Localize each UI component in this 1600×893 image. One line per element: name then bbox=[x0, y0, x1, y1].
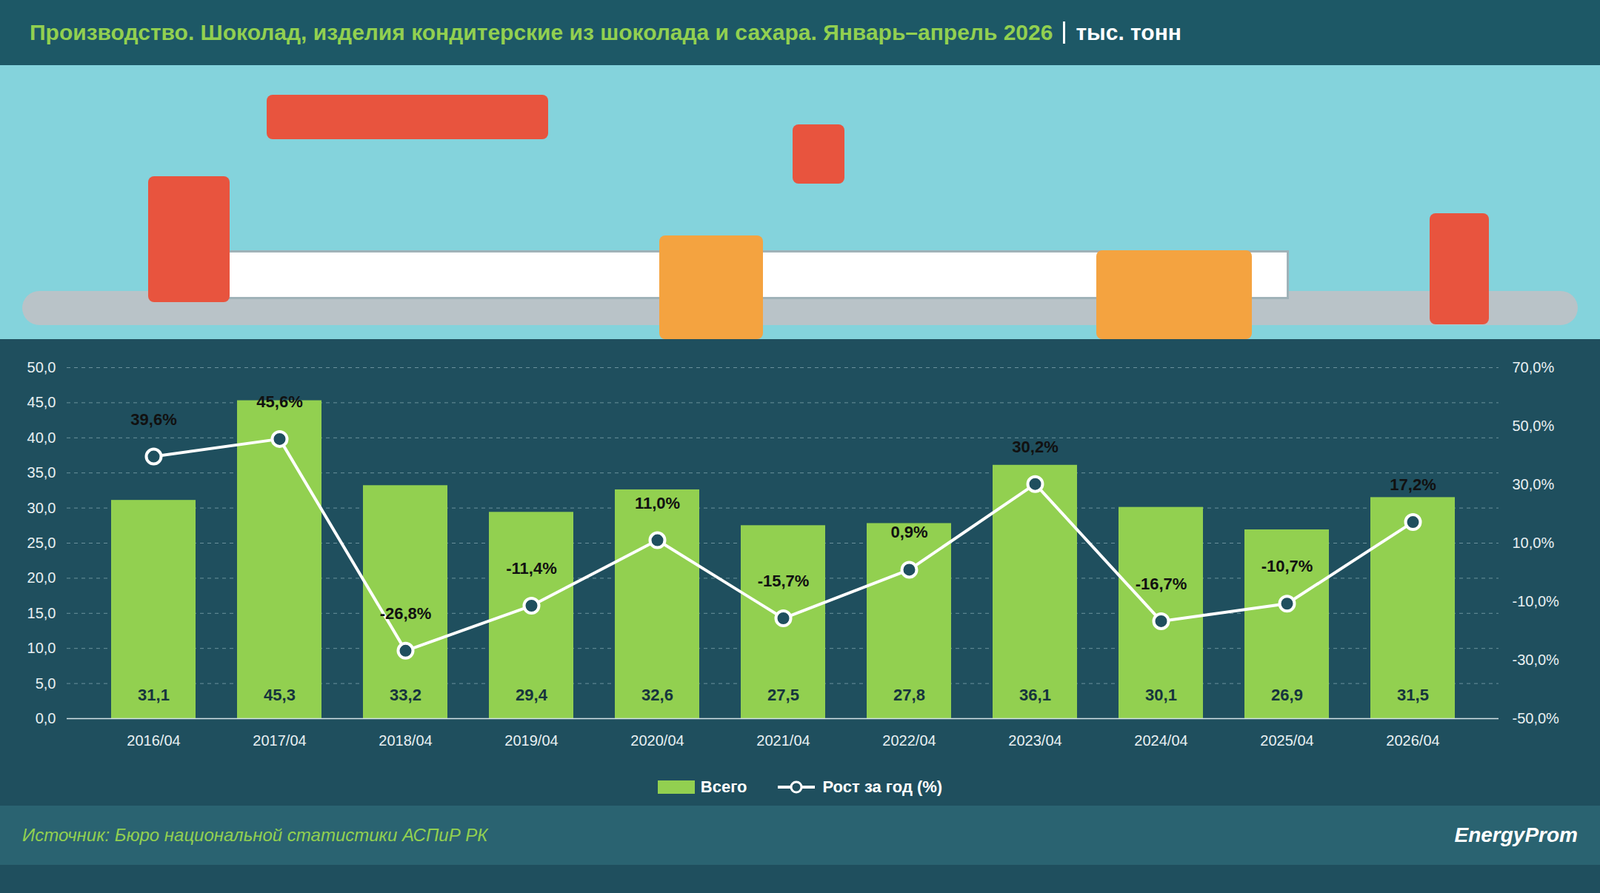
svg-text:10,0%: 10,0% bbox=[1512, 534, 1555, 552]
svg-text:5,0: 5,0 bbox=[35, 675, 57, 692]
svg-text:27,5: 27,5 bbox=[767, 685, 800, 705]
svg-text:30,0%: 30,0% bbox=[1512, 476, 1555, 493]
html-text:Всего: Всего bbox=[700, 777, 748, 797]
svg-text:-15,7%: -15,7% bbox=[757, 571, 810, 591]
html-text:Источник: Бюро национальной ст: Источник: Бюро национальной статистики А… bbox=[22, 825, 488, 846]
svg-text:2025/04: 2025/04 bbox=[1260, 732, 1314, 749]
svg-text:50,0%: 50,0% bbox=[1512, 417, 1555, 435]
svg-text:30,0: 30,0 bbox=[27, 500, 57, 517]
svg-text:40,0: 40,0 bbox=[27, 429, 57, 446]
svg-text:2018/04: 2018/04 bbox=[378, 732, 432, 749]
svg-text:15,0: 15,0 bbox=[27, 605, 57, 622]
html-text:тыс. тонн: тыс. тонн bbox=[1075, 20, 1182, 45]
html-text:Производство. Шоколад, изделия: Производство. Шоколад, изделия кондитерс… bbox=[29, 20, 1053, 45]
svg-text:50,0: 50,0 bbox=[27, 359, 57, 376]
svg-text:70,0%: 70,0% bbox=[1512, 359, 1555, 376]
svg-text:2020/04: 2020/04 bbox=[630, 732, 684, 749]
svg-text:-16,7%: -16,7% bbox=[1135, 574, 1188, 594]
svg-text:25,0: 25,0 bbox=[27, 534, 57, 552]
svg-text:2017/04: 2017/04 bbox=[252, 732, 306, 749]
svg-text:2019/04: 2019/04 bbox=[504, 732, 558, 749]
svg-text:45,6%: 45,6% bbox=[256, 392, 303, 412]
svg-text:2026/04: 2026/04 bbox=[1385, 732, 1440, 749]
svg-text:2023/04: 2023/04 bbox=[1008, 732, 1062, 749]
svg-text:-11,4%: -11,4% bbox=[505, 559, 558, 578]
svg-text:2022/04: 2022/04 bbox=[882, 732, 936, 749]
svg-text:32,6: 32,6 bbox=[641, 685, 674, 705]
svg-text:-30,0%: -30,0% bbox=[1512, 651, 1560, 669]
svg-text:26,9: 26,9 bbox=[1271, 685, 1303, 705]
svg-text:31,5: 31,5 bbox=[1397, 685, 1429, 705]
svg-text:31,1: 31,1 bbox=[137, 685, 170, 705]
svg-text:17,2%: 17,2% bbox=[1389, 475, 1436, 495]
svg-text:-10,7%: -10,7% bbox=[1261, 557, 1314, 576]
svg-text:2024/04: 2024/04 bbox=[1134, 732, 1188, 749]
html-text:EnergyProm: EnergyProm bbox=[1454, 823, 1578, 847]
svg-text:45,0: 45,0 bbox=[27, 394, 57, 411]
svg-text:10,0: 10,0 bbox=[27, 640, 57, 657]
svg-text:0,0: 0,0 bbox=[35, 710, 57, 727]
svg-text:45,3: 45,3 bbox=[263, 685, 296, 705]
html-text:Рост за год (%): Рост за год (%) bbox=[822, 777, 943, 797]
svg-text:33,2: 33,2 bbox=[389, 685, 422, 705]
svg-text:36,1: 36,1 bbox=[1019, 685, 1052, 705]
svg-text:-26,8%: -26,8% bbox=[380, 604, 432, 623]
svg-text:-50,0%: -50,0% bbox=[1512, 710, 1560, 727]
svg-text:2021/04: 2021/04 bbox=[756, 732, 810, 749]
svg-text:0,9%: 0,9% bbox=[890, 522, 928, 542]
svg-text:39,6%: 39,6% bbox=[130, 410, 177, 429]
svg-text:27,8: 27,8 bbox=[893, 685, 926, 705]
svg-text:-10,0%: -10,0% bbox=[1512, 593, 1560, 610]
svg-text:30,2%: 30,2% bbox=[1011, 437, 1058, 457]
svg-text:2016/04: 2016/04 bbox=[126, 732, 180, 749]
svg-text:11,0%: 11,0% bbox=[634, 494, 680, 513]
svg-text:29,4: 29,4 bbox=[515, 685, 549, 705]
svg-text:20,0: 20,0 bbox=[27, 569, 57, 586]
svg-text:30,1: 30,1 bbox=[1145, 685, 1178, 705]
svg-text:35,0: 35,0 bbox=[27, 464, 57, 481]
